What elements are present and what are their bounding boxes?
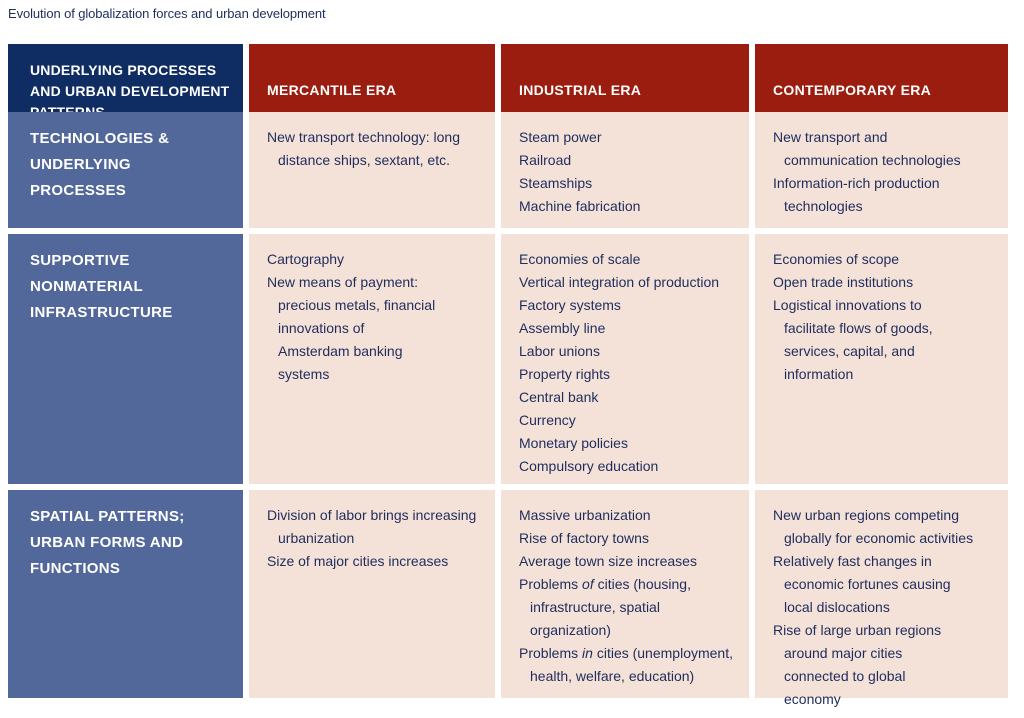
- cell-spatial-industrial: Massive urbanization Rise of factory tow…: [501, 484, 749, 698]
- cell-spatial-contemporary: New urban regions competing globally for…: [755, 484, 1008, 707]
- list-item: Cartography: [267, 251, 345, 267]
- list-item: Average town size increases: [519, 553, 697, 569]
- list-item: Problems in cities (unemployment, health…: [519, 645, 733, 684]
- globalization-table: UNDERLYING PROCESSES AND URBAN DEVELOPME…: [8, 44, 1008, 710]
- list-item: Open trade institutions: [773, 274, 914, 290]
- cell-technologies-industrial: Steam power Railroad Steamships Machine …: [501, 112, 749, 228]
- list-item: New means of payment: precious metals, f…: [267, 274, 436, 382]
- list-item: Economies of scope: [773, 251, 900, 267]
- list-item: Rise of large urban regions around major…: [773, 622, 942, 707]
- list-item: Size of major cities increases: [267, 553, 449, 569]
- list-item: Central bank: [519, 389, 599, 405]
- list-item: Assembly line: [519, 320, 606, 336]
- header-contemporary-era: CONTEMPORARY ERA: [755, 44, 1008, 112]
- cell-technologies-mercantile: New transport technology: long distance …: [249, 112, 495, 228]
- list-item: New transport and communication technolo…: [773, 129, 961, 168]
- list-item: Compulsory education: [519, 458, 659, 474]
- list-item: Railroad: [519, 152, 572, 168]
- list-item: Steamships: [519, 175, 593, 191]
- list-item: New transport technology: long distance …: [267, 129, 460, 168]
- list-item: Problems of cities (housing, infrastruct…: [519, 576, 691, 638]
- list-item: Steam power: [519, 129, 602, 145]
- list-item: Vertical integration of production: [519, 274, 720, 290]
- list-item: Currency: [519, 412, 576, 428]
- list-item: Machine fabrication: [519, 198, 641, 214]
- list-item: Information-rich production technologies: [773, 175, 940, 214]
- header-corner: UNDERLYING PROCESSES AND URBAN DEVELOPME…: [8, 44, 243, 120]
- cell-infrastructure-industrial: Economies of scale Vertical integration …: [501, 228, 749, 484]
- cell-infrastructure-contemporary: Economies of scope Open trade institutio…: [755, 228, 1008, 484]
- list-item: Economies of scale: [519, 251, 641, 267]
- list-item: Rise of factory towns: [519, 530, 649, 546]
- cell-technologies-contemporary: New transport and communication technolo…: [755, 112, 1008, 228]
- header-mercantile-era: MERCANTILE ERA: [249, 44, 495, 112]
- cell-infrastructure-mercantile: Cartography New means of payment: precio…: [249, 228, 495, 484]
- row-header-nonmaterial-infrastructure: SUPPORTIVE NONMATERIAL INFRASTRUCTURE: [8, 228, 243, 484]
- list-item: Factory systems: [519, 297, 621, 313]
- list-item: Logistical innovations to facilitate flo…: [773, 297, 933, 382]
- list-item: Massive urbanization: [519, 507, 651, 523]
- table-caption: Evolution of globalization forces and ur…: [8, 6, 326, 21]
- header-industrial-era: INDUSTRIAL ERA: [501, 44, 749, 112]
- row-header-spatial-patterns: SPATIAL PATTERNS; URBAN FORMS AND FUNCTI…: [8, 484, 243, 698]
- cell-spatial-mercantile: Division of labor brings increasing urba…: [249, 484, 495, 698]
- list-item: Monetary policies: [519, 435, 628, 451]
- list-item: Division of labor brings increasing urba…: [267, 507, 477, 546]
- row-header-technologies: TECHNOLOGIES & UNDERLYING PROCESSES: [8, 112, 243, 228]
- list-item: New urban regions competing globally for…: [773, 507, 974, 546]
- list-item: Relatively fast changes in economic fort…: [773, 553, 951, 615]
- list-item: Property rights: [519, 366, 611, 382]
- list-item: Labor unions: [519, 343, 600, 359]
